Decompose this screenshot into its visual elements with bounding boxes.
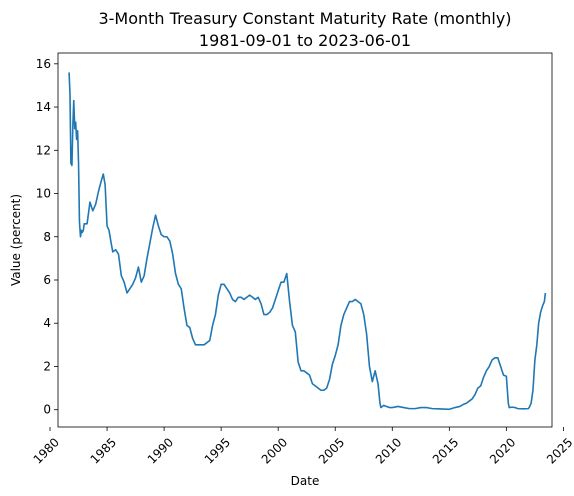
y-tick-label: 0: [43, 403, 51, 417]
plot-frame: [57, 52, 553, 428]
y-tick-label: 8: [43, 230, 51, 244]
series-line: [68, 72, 547, 411]
x-tick-label: 2015: [430, 435, 461, 466]
y-tick-label: 10: [36, 187, 51, 201]
y-tick-label: 16: [36, 57, 51, 71]
y-tick-label: 6: [43, 273, 51, 287]
x-tick-label: 2010: [373, 435, 404, 466]
x-tick-label: 2005: [316, 435, 347, 466]
x-tick-label: 1995: [202, 435, 233, 466]
x-axis: 1980 1985 1990 1995 2000 2005 2010 2015 2020 2025: [31, 427, 574, 467]
x-tick-label: 1980: [31, 435, 62, 466]
y-axis-label: Value (percent): [9, 194, 23, 286]
x-tick-label: 2025: [544, 435, 574, 466]
chart-title: 3-Month Treasury Constant Maturity Rate …: [98, 9, 511, 28]
y-tick-label: 2: [43, 359, 51, 373]
x-tick-label: 2020: [487, 435, 518, 466]
y-tick-label: 14: [36, 100, 51, 114]
x-axis-label: Date: [291, 474, 320, 488]
x-tick-label: 2000: [259, 435, 290, 466]
x-tick-label: 1990: [145, 435, 176, 466]
plot-area: 1980 1985 1990 1995 2000 2005 2010 2015 2020 2025…: [31, 52, 574, 467]
y-axis: 0 2 4 6 8 10 12 14 16: [36, 57, 58, 417]
chart-subtitle: 1981-09-01 to 2023-06-01: [199, 31, 411, 50]
y-tick-label: 12: [36, 143, 51, 157]
x-tick-label: 1985: [88, 435, 119, 466]
y-tick-label: 4: [43, 316, 51, 330]
